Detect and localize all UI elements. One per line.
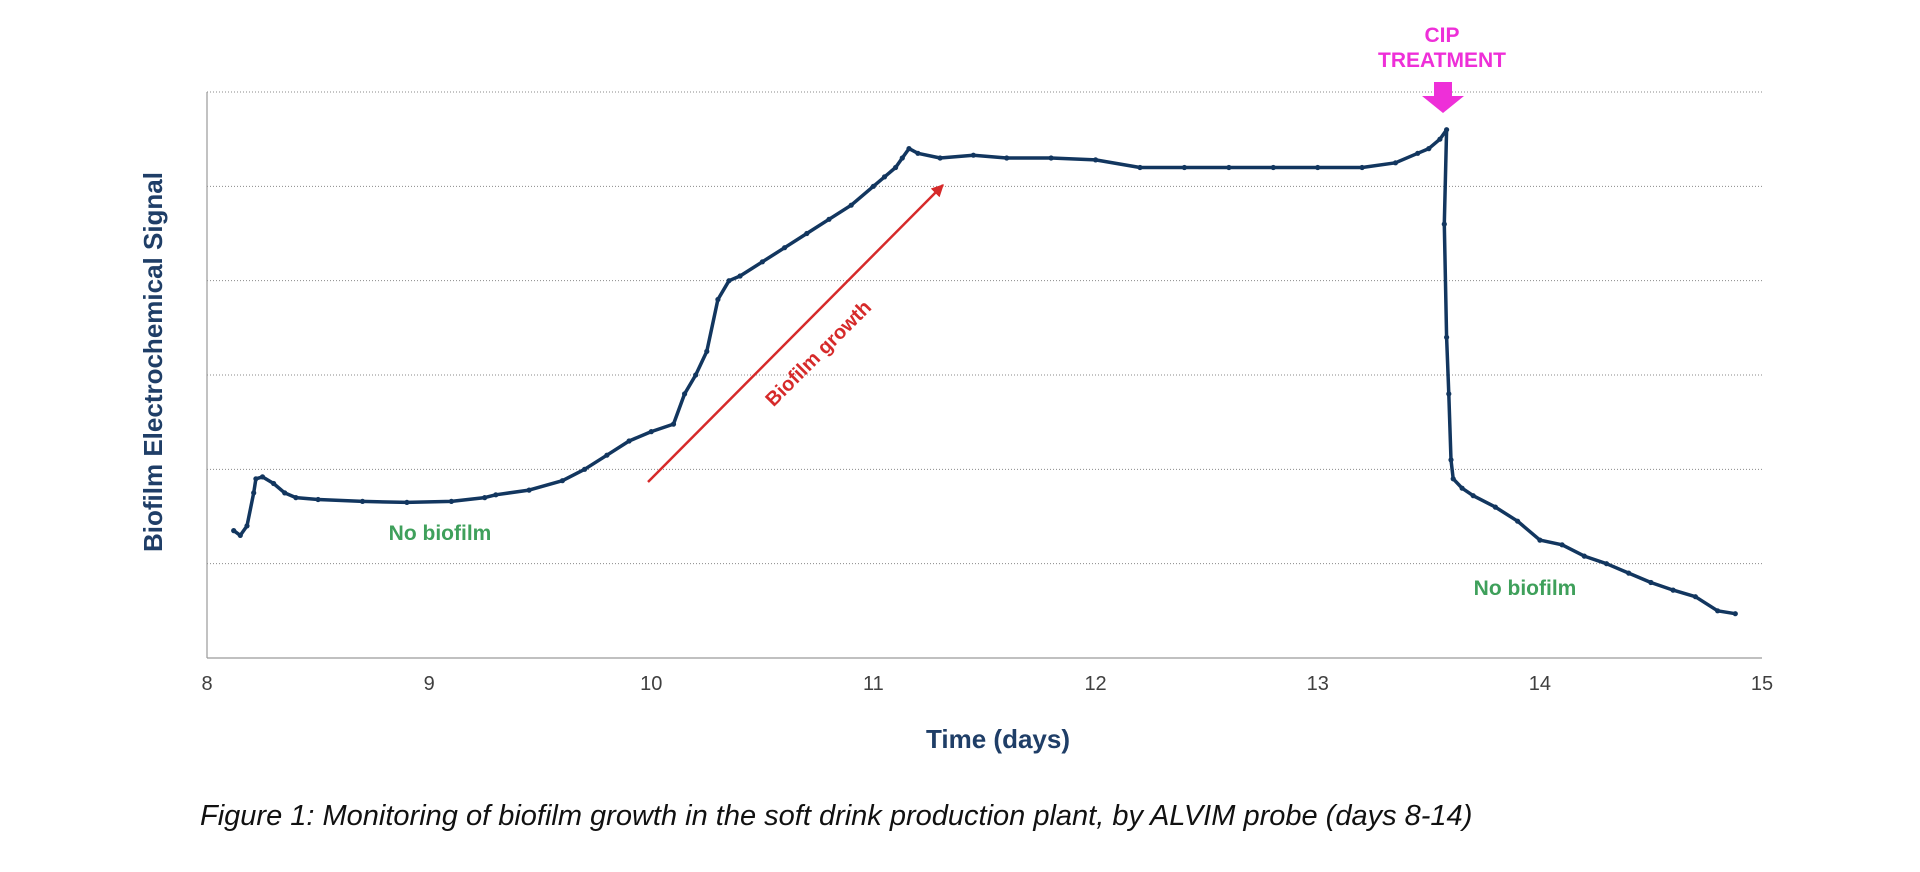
data-point — [906, 146, 912, 152]
x-tick-label: 13 — [1307, 673, 1329, 695]
data-point — [1626, 570, 1632, 576]
data-point — [893, 164, 899, 171]
figure-caption: Figure 1: Monitoring of biofilm growth i… — [200, 800, 1472, 832]
data-point — [782, 245, 788, 251]
annotation-biofilm-growth: Biofilm growth — [761, 296, 876, 411]
data-point — [870, 183, 877, 189]
data-point — [1581, 553, 1587, 559]
x-tick-label: 9 — [424, 673, 435, 695]
x-tick-label: 11 — [863, 673, 884, 695]
data-point — [493, 492, 499, 498]
x-tick-label: 15 — [1751, 673, 1773, 695]
data-point — [271, 480, 277, 487]
data-point — [1392, 160, 1399, 166]
data-point — [259, 474, 266, 480]
data-point — [626, 438, 632, 444]
data-point — [826, 216, 832, 222]
data-point — [1459, 485, 1465, 491]
data-point — [1441, 221, 1447, 227]
series-biofilm-signal — [231, 127, 1738, 617]
data-point — [1670, 587, 1676, 593]
data-point — [1226, 164, 1232, 171]
data-point — [1437, 136, 1443, 142]
growth-arrow — [647, 184, 944, 483]
data-point — [253, 476, 259, 482]
data-point — [704, 348, 710, 354]
data-point — [237, 532, 243, 539]
x-tick-label: 10 — [640, 673, 662, 695]
data-point — [1448, 457, 1454, 463]
data-point — [1648, 579, 1654, 586]
data-point — [1515, 518, 1521, 524]
data-point — [881, 174, 888, 180]
data-point — [604, 452, 610, 458]
data-point — [1559, 542, 1565, 548]
data-point — [1415, 150, 1421, 156]
data-point — [937, 155, 943, 161]
x-tick-label: 14 — [1529, 673, 1551, 695]
data-point — [1444, 334, 1450, 340]
data-point — [715, 296, 721, 303]
data-point — [526, 487, 532, 493]
data-point — [251, 490, 257, 496]
data-point — [759, 259, 766, 265]
data-point — [1181, 164, 1187, 171]
annotation-cip-line1: CIP — [1424, 24, 1459, 47]
x-tick-label: 12 — [1084, 673, 1106, 695]
data-point — [1270, 164, 1276, 171]
data-point — [1715, 608, 1721, 614]
data-point — [670, 421, 677, 427]
data-point — [693, 372, 699, 378]
x-axis-title: Time (days) — [926, 724, 1070, 754]
data-point — [848, 202, 854, 208]
data-point — [282, 490, 288, 496]
data-point — [737, 273, 743, 279]
data-point — [899, 155, 905, 161]
data-point — [1692, 594, 1698, 600]
data-point — [315, 496, 321, 503]
data-point — [915, 150, 921, 156]
data-point — [648, 429, 654, 435]
axes — [206, 92, 1762, 659]
data-point — [1444, 127, 1450, 133]
data-point — [1004, 155, 1010, 161]
data-point — [1446, 391, 1452, 397]
data-point — [582, 466, 588, 472]
data-point — [1537, 537, 1543, 543]
data-point — [448, 498, 454, 504]
data-point — [359, 498, 366, 504]
data-point — [482, 495, 488, 501]
data-point — [1093, 157, 1099, 163]
data-point — [804, 230, 810, 237]
grid-lines — [207, 91, 1762, 565]
data-point — [1426, 146, 1432, 152]
cip-arrow-icon — [1422, 82, 1464, 113]
y-axis-title: Biofilm Electrochemical Signal — [138, 172, 168, 552]
data-point — [970, 152, 977, 158]
x-tick-labels: 8 9 10 11 12 13 14 15 — [201, 673, 1773, 695]
data-point — [404, 499, 410, 505]
data-point — [1048, 155, 1054, 161]
data-point — [1315, 164, 1321, 171]
data-point — [1450, 476, 1456, 482]
annotation-cip-line2: TREATMENT — [1378, 49, 1506, 72]
data-point — [293, 495, 299, 501]
data-point — [1359, 164, 1365, 171]
data-point — [244, 523, 250, 529]
data-point — [559, 478, 566, 484]
data-point — [1603, 561, 1610, 567]
data-point — [1492, 504, 1498, 510]
data-point — [1137, 164, 1143, 171]
annotation-no-biofilm-left: No biofilm — [389, 522, 492, 545]
data-point — [726, 278, 732, 284]
x-tick-label: 8 — [201, 673, 212, 695]
data-point — [1470, 493, 1476, 499]
data-point — [231, 528, 237, 534]
data-point — [1732, 611, 1738, 617]
annotation-no-biofilm-right: No biofilm — [1474, 577, 1577, 600]
data-point — [682, 391, 688, 397]
